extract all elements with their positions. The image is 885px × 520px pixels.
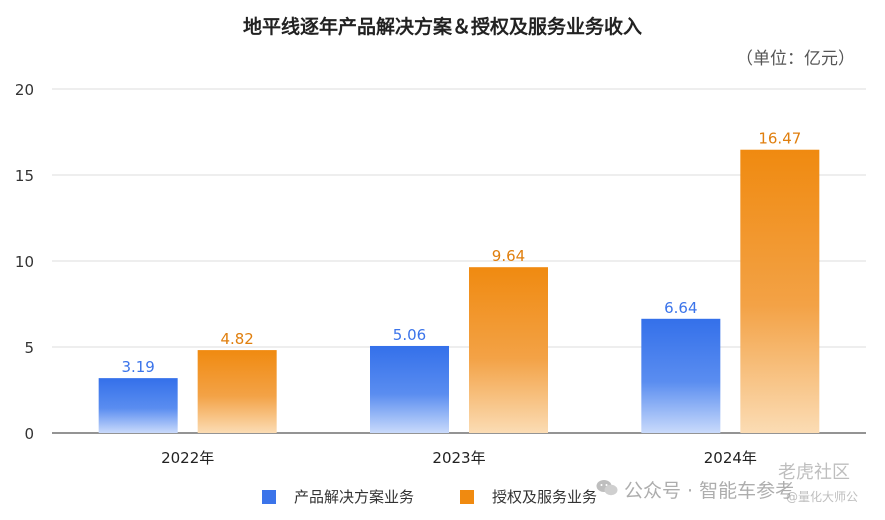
legend-swatch-product (262, 489, 276, 504)
data-label: 9.64 (492, 247, 525, 265)
bar-licensing[interactable] (740, 149, 820, 433)
y-tick-label: 5 (24, 339, 34, 357)
y-tick-label: 20 (15, 81, 34, 99)
bar-licensing[interactable] (469, 267, 548, 433)
data-label: 5.06 (393, 326, 426, 344)
site-watermark-sub: @量化大师公 (786, 490, 859, 504)
legend-label-licensing: 授权及服务业务 (492, 488, 598, 506)
bar-licensing[interactable] (197, 350, 277, 433)
legend: 产品解决方案业务 授权及服务业务 (262, 486, 643, 507)
site-watermark: 老虎社区 (778, 462, 850, 483)
legend-label-product: 产品解决方案业务 (294, 488, 415, 506)
data-label: 4.82 (220, 330, 253, 348)
bar-product[interactable] (98, 378, 178, 433)
data-label: 16.47 (758, 130, 801, 148)
y-tick-label: 15 (15, 167, 34, 185)
unit-label: （单位：亿元） (736, 49, 855, 69)
data-label: 6.64 (664, 299, 697, 317)
legend-item-licensing[interactable]: 授权及服务业务 (460, 486, 597, 507)
legend-swatch-licensing (460, 489, 475, 504)
wechat-watermark: 公众号 · 智能车参考 (596, 476, 794, 503)
x-tick-label: 2024年 (704, 449, 757, 467)
wechat-icon (596, 479, 618, 502)
x-tick-label: 2023年 (432, 449, 485, 467)
legend-item-product[interactable]: 产品解决方案业务 (262, 486, 414, 507)
data-label: 3.19 (121, 358, 154, 376)
x-tick-label: 2022年 (161, 449, 214, 467)
bar-product[interactable] (370, 345, 449, 433)
y-tick-label: 10 (15, 253, 34, 271)
chart-title: 地平线逐年产品解决方案＆授权及服务业务收入 (242, 16, 642, 38)
bar-product[interactable] (641, 318, 721, 433)
wechat-watermark-text: 公众号 · 智能车参考 (624, 480, 795, 502)
y-tick-label: 0 (24, 425, 34, 443)
